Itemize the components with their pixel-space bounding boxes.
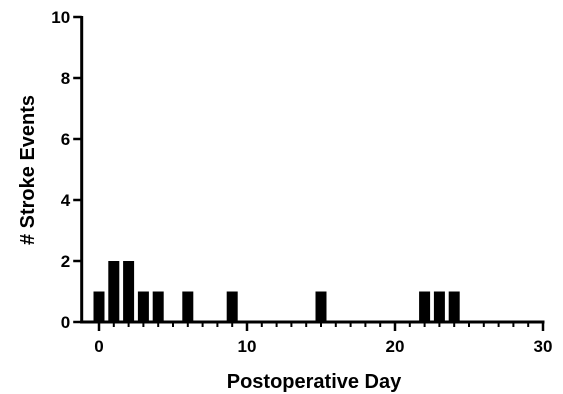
y-axis-title: # Stroke Events	[17, 95, 39, 245]
bar-day-2	[123, 261, 135, 322]
x-axis-ticks: 0 10 20 30	[94, 322, 552, 356]
x-tick-label: 30	[534, 337, 553, 356]
y-tick-label: 10	[51, 8, 70, 27]
y-tick-label: 4	[61, 191, 71, 210]
y-tick-label: 0	[61, 313, 70, 332]
x-tick-label: 10	[238, 337, 257, 356]
x-tick-label: 20	[386, 337, 405, 356]
bar-day-9	[226, 291, 238, 322]
bar-day-4	[152, 291, 164, 322]
bar-day-0	[93, 291, 105, 322]
x-tick-label: 0	[94, 337, 103, 356]
x-axis-title: Postoperative Day	[227, 371, 402, 393]
bars-group	[93, 261, 460, 322]
y-tick-label: 8	[61, 69, 70, 88]
bar-day-1	[108, 261, 120, 322]
bar-day-3	[137, 291, 149, 322]
y-tick-label: 6	[61, 130, 70, 149]
bar-day-23	[433, 291, 445, 322]
y-axis-ticks: 0 2 4 6 8 10	[51, 8, 82, 332]
bar-day-6	[182, 291, 194, 322]
bar-day-24	[448, 291, 460, 322]
bar-day-22	[419, 291, 431, 322]
bar-day-15	[315, 291, 327, 322]
y-tick-label: 2	[61, 252, 70, 271]
